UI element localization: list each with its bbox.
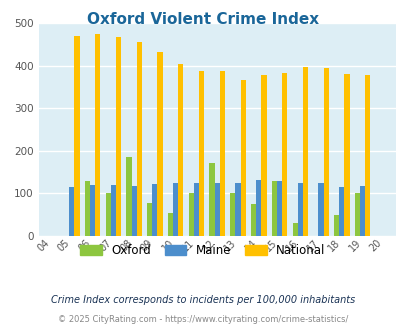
Bar bbox=[198, 71, 204, 236]
Bar bbox=[339, 187, 343, 236]
Bar bbox=[90, 185, 95, 236]
Bar bbox=[214, 183, 219, 236]
Bar bbox=[111, 185, 116, 236]
Bar bbox=[271, 182, 276, 236]
Bar bbox=[343, 74, 349, 236]
Bar bbox=[359, 186, 364, 236]
Bar bbox=[95, 34, 100, 236]
Bar bbox=[364, 75, 369, 236]
Text: © 2025 CityRating.com - https://www.cityrating.com/crime-statistics/: © 2025 CityRating.com - https://www.city… bbox=[58, 315, 347, 324]
Bar bbox=[173, 183, 178, 236]
Text: Oxford Violent Crime Index: Oxford Violent Crime Index bbox=[87, 12, 318, 26]
Bar bbox=[152, 184, 157, 236]
Bar bbox=[323, 68, 328, 236]
Bar bbox=[333, 215, 339, 236]
Legend: Oxford, Maine, National: Oxford, Maine, National bbox=[76, 239, 329, 261]
Bar bbox=[235, 183, 240, 236]
Bar bbox=[167, 213, 173, 236]
Bar bbox=[250, 204, 256, 236]
Bar bbox=[209, 163, 214, 236]
Bar bbox=[74, 36, 79, 236]
Bar bbox=[230, 193, 235, 236]
Bar bbox=[157, 52, 162, 236]
Bar bbox=[240, 80, 245, 236]
Text: Crime Index corresponds to incidents per 100,000 inhabitants: Crime Index corresponds to incidents per… bbox=[51, 295, 354, 305]
Bar bbox=[256, 180, 261, 236]
Bar bbox=[69, 187, 74, 236]
Bar bbox=[261, 76, 266, 236]
Bar bbox=[281, 73, 287, 236]
Bar bbox=[188, 193, 193, 236]
Bar bbox=[354, 193, 359, 236]
Bar bbox=[219, 71, 224, 236]
Bar bbox=[85, 182, 90, 236]
Bar bbox=[147, 203, 152, 236]
Bar bbox=[318, 183, 323, 236]
Bar bbox=[302, 67, 307, 236]
Bar bbox=[131, 186, 136, 236]
Bar bbox=[136, 42, 142, 236]
Bar bbox=[116, 37, 121, 236]
Bar bbox=[292, 223, 297, 236]
Bar bbox=[178, 64, 183, 236]
Bar bbox=[276, 181, 281, 236]
Bar bbox=[126, 157, 131, 236]
Bar bbox=[297, 183, 302, 236]
Bar bbox=[193, 183, 198, 236]
Bar bbox=[105, 192, 111, 236]
